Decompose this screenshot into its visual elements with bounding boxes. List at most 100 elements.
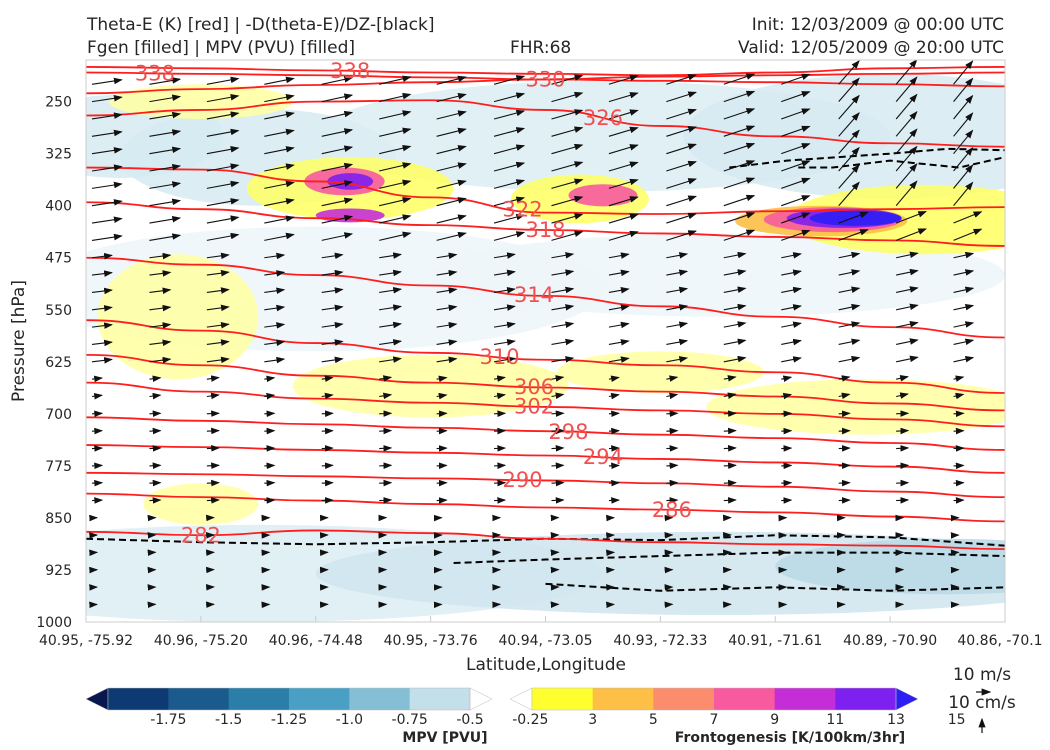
wind-vector	[321, 76, 354, 85]
wind-vector	[379, 214, 412, 224]
wind-vector	[896, 320, 919, 328]
wind-vector	[321, 304, 344, 312]
wind-vector	[723, 125, 756, 137]
wind-vector	[379, 375, 393, 382]
wind-vector	[838, 60, 860, 85]
wind-vector	[493, 321, 516, 329]
y-tick-label: 925	[45, 563, 72, 579]
wind-vector	[379, 497, 393, 504]
fgen-colorbar-title: Frontogenesis [K/100km/3hr]	[675, 730, 905, 746]
wind-vector	[91, 339, 113, 347]
wind-vector	[781, 286, 802, 294]
wind-vector	[551, 109, 584, 120]
wind-vector	[494, 427, 507, 435]
wind-vector	[149, 215, 182, 224]
wind-vector	[379, 321, 403, 329]
wind-vector	[666, 445, 679, 452]
x-tick-label: 40.93, -72.33	[613, 633, 707, 649]
wind-vector	[896, 392, 909, 399]
wind-vector	[953, 392, 965, 400]
wind-vector	[206, 146, 240, 155]
wind-vector	[896, 427, 910, 435]
wind-vector	[379, 304, 403, 311]
wind-vector	[551, 427, 565, 435]
wind-vector	[723, 73, 756, 85]
wind-vector	[206, 375, 220, 382]
wind-vector	[321, 321, 344, 329]
wind-vector	[493, 75, 526, 85]
colorbar-segment	[168, 688, 230, 710]
theta-e-contour-282	[86, 529, 1005, 551]
wind-vector	[436, 162, 467, 172]
wind-vector	[149, 479, 162, 487]
frontogenesis-core	[809, 210, 902, 226]
wind-vector	[608, 252, 630, 259]
wind-vector	[551, 126, 584, 137]
wind-vector	[206, 339, 230, 346]
wind-vector	[149, 111, 182, 120]
colorbar-tick-label: 5	[649, 712, 658, 728]
wind-vector	[321, 145, 354, 155]
wind-vector	[781, 212, 811, 224]
wind-vector	[723, 303, 747, 311]
wind-vector	[551, 392, 565, 400]
wind-vector	[264, 215, 295, 224]
colorbar-tick-label: 7	[710, 712, 719, 728]
theta-e-label: 318	[525, 218, 565, 242]
wind-vector	[206, 479, 220, 487]
wind-vector	[436, 110, 467, 120]
init-time: Init: 12/03/2009 @ 00:00 UTC	[751, 15, 1004, 35]
wind-vector	[896, 497, 910, 504]
theta-e-contour-302	[86, 381, 1005, 428]
wind-vector	[493, 304, 516, 311]
wind-vector	[895, 128, 918, 155]
wind-vector	[666, 108, 697, 120]
wind-vector	[838, 181, 860, 207]
wind-vector	[436, 93, 467, 103]
wind-vector	[666, 252, 689, 259]
wind-vector	[953, 164, 974, 189]
frontogenesis-colorbar: 3 5 7 9 11 13 15	[509, 687, 966, 728]
wind-vector	[379, 162, 412, 172]
wind-vector	[608, 321, 630, 329]
wind-vector	[379, 339, 403, 346]
wind-vector	[379, 269, 403, 277]
wind-vector	[953, 286, 975, 294]
colorbar-tick-label: -1.5	[215, 712, 242, 728]
wind-vector	[91, 392, 104, 400]
theta-e-label: 298	[548, 420, 588, 444]
shading-region	[97, 254, 259, 380]
wind-vector	[666, 286, 689, 294]
wind-vector	[895, 180, 918, 207]
x-tick-label: 40.96, -74.48	[269, 633, 363, 649]
wind-vector	[206, 497, 220, 504]
wind-vector	[551, 462, 565, 469]
wind-vector	[723, 212, 756, 224]
wind-vector	[436, 321, 458, 329]
stability-contour	[729, 147, 1005, 169]
wind-vector	[781, 73, 811, 85]
wind-vector	[838, 211, 869, 224]
wind-vector	[781, 229, 811, 241]
y-axis-label: Pressure [hPa]	[9, 280, 29, 402]
wind-vector	[91, 147, 123, 155]
wind-vector	[666, 304, 689, 311]
colorbar-segment	[714, 688, 776, 710]
y-tick-label: 775	[45, 459, 72, 475]
wind-vector	[551, 338, 575, 346]
wind-vector	[91, 375, 104, 383]
wind-vector	[436, 339, 458, 346]
wind-vector	[321, 162, 354, 172]
wind-vector	[838, 286, 861, 294]
colorbar-extend-high	[469, 687, 493, 711]
wind-vector	[91, 181, 123, 189]
wind-vector	[91, 95, 123, 103]
wind-vector	[953, 211, 983, 224]
y-tick-label: 550	[45, 303, 72, 319]
wind-vector	[149, 233, 182, 241]
wind-vector	[896, 410, 910, 417]
theta-e-contour-322	[86, 166, 1005, 215]
wind-vector	[723, 160, 756, 172]
wind-vector	[666, 91, 697, 103]
theta-e-contour-286	[86, 492, 1005, 523]
